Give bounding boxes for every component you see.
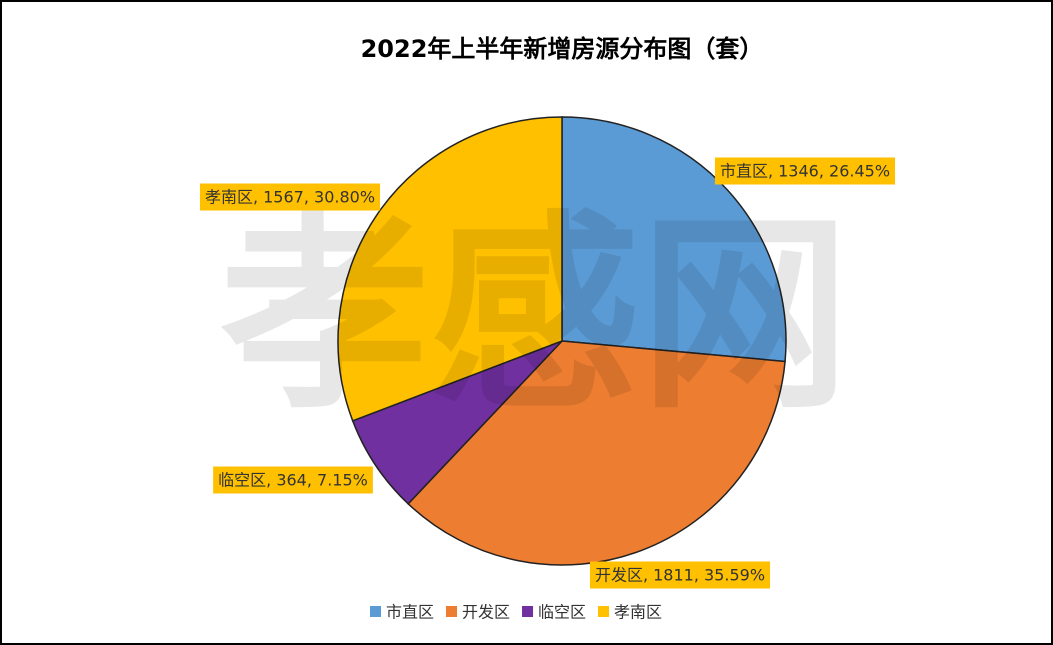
watermark: 孝感网 — [220, 193, 850, 438]
data-label-box — [213, 466, 373, 494]
pie-slice — [407, 340, 786, 566]
data-label-box — [199, 183, 381, 211]
legend-swatch — [598, 606, 610, 617]
legend-swatch — [446, 606, 458, 617]
pie-slice — [337, 116, 563, 422]
legend-label: 临空区 — [538, 603, 586, 622]
data-label: 开发区, 1811, 35.59% — [595, 566, 765, 585]
data-label-box — [589, 561, 771, 589]
chart-title: 2022年上半年新增房源分布图（套） — [361, 35, 764, 63]
data-label: 孝南区, 1567, 30.80% — [205, 188, 375, 207]
data-label: 临空区, 364, 7.15% — [218, 471, 368, 490]
legend-swatch — [522, 606, 534, 617]
legend-swatch — [370, 606, 381, 617]
legend-label: 孝南区 — [614, 603, 662, 622]
legend-label: 市直区 — [386, 603, 434, 622]
pie-slice — [351, 340, 563, 505]
data-label: 市直区, 1346, 26.45% — [720, 162, 890, 181]
data-label-box — [714, 157, 896, 185]
pie-slice — [561, 116, 787, 363]
pie — [337, 116, 787, 566]
legend-label: 开发区 — [462, 603, 510, 622]
